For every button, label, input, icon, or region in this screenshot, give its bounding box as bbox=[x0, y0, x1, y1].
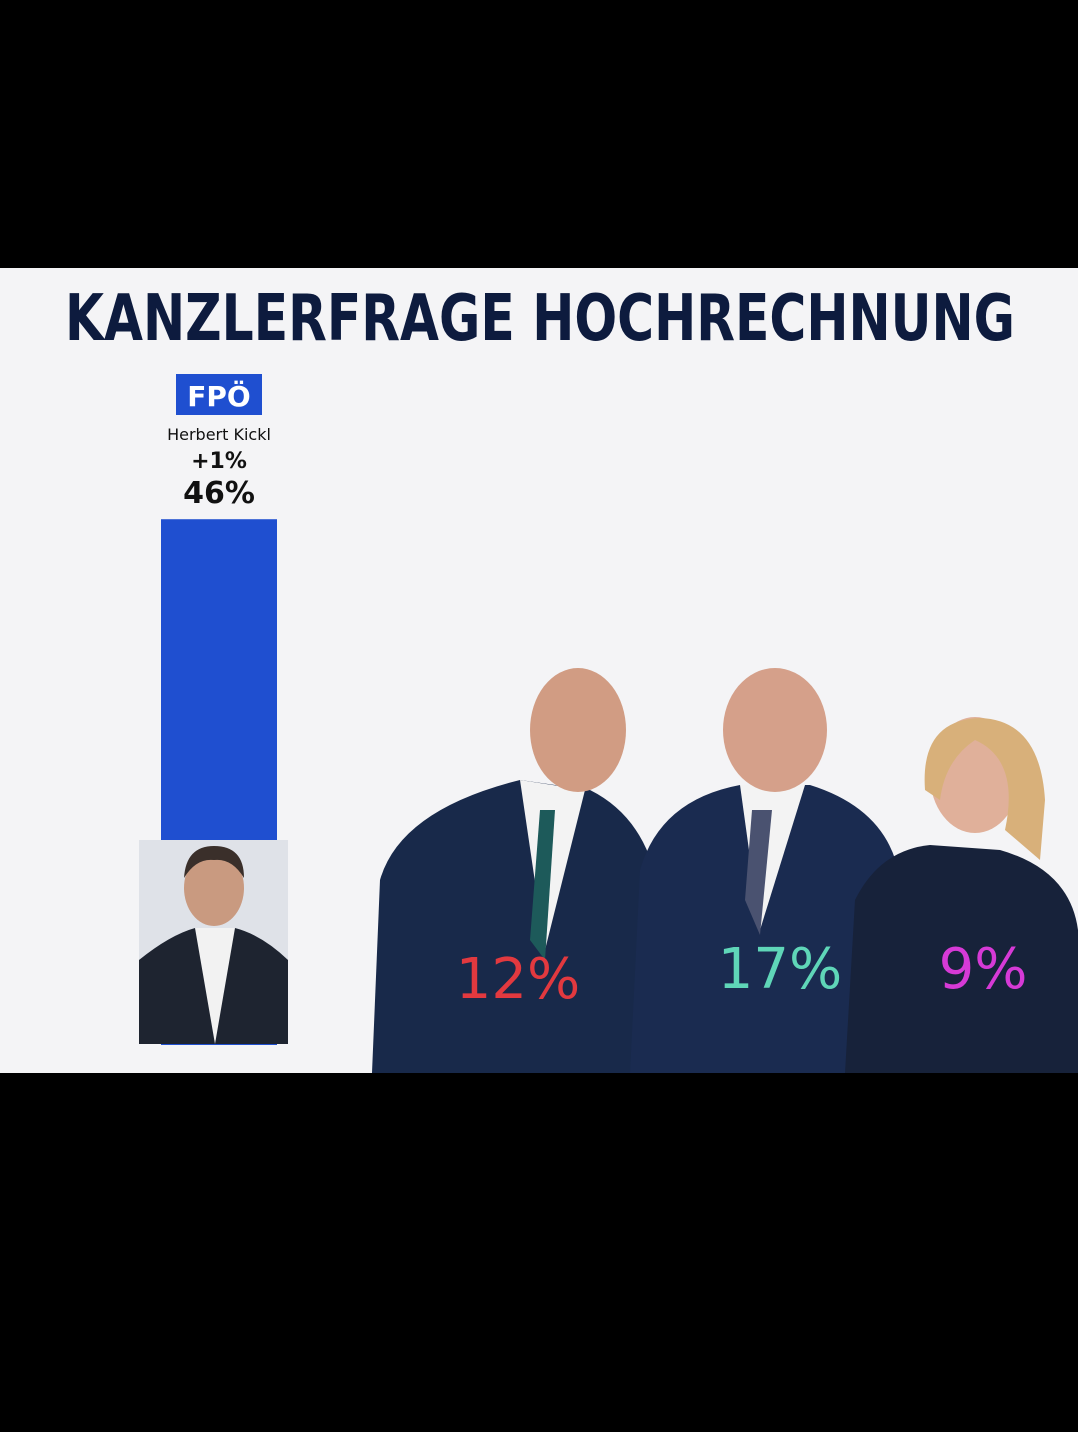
title: KANZLERFRAGE HOCHRECHNUNG bbox=[65, 282, 1015, 356]
percent-label: 17% bbox=[718, 937, 842, 1002]
change-label: +1% bbox=[191, 449, 247, 474]
value-label: 46% bbox=[183, 476, 255, 511]
candidate-name: Herbert Kickl bbox=[167, 425, 271, 444]
party-badge bbox=[176, 374, 262, 415]
figures bbox=[372, 668, 1078, 1073]
percent-label: 12% bbox=[456, 947, 580, 1012]
candidate-photo bbox=[139, 840, 288, 1044]
party-label: FPÖ bbox=[187, 379, 250, 413]
percent-label: 9% bbox=[939, 937, 1028, 1002]
